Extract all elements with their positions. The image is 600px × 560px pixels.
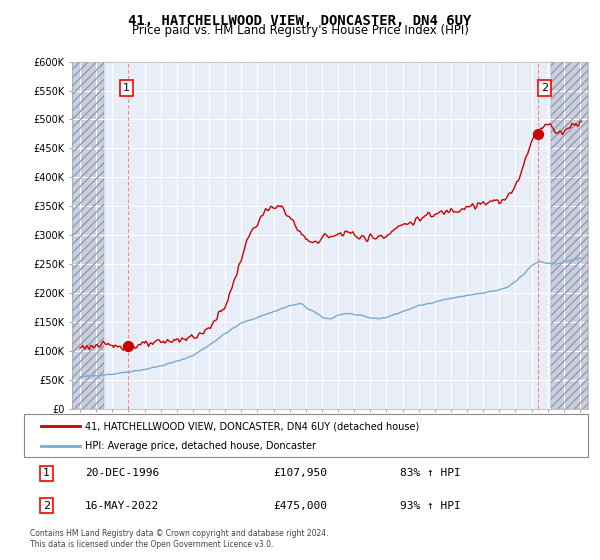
Text: 2: 2: [541, 83, 548, 93]
Text: £475,000: £475,000: [273, 501, 327, 511]
Text: 16-MAY-2022: 16-MAY-2022: [85, 501, 160, 511]
Polygon shape: [72, 62, 104, 409]
Text: 1: 1: [43, 468, 50, 478]
Text: Price paid vs. HM Land Registry's House Price Index (HPI): Price paid vs. HM Land Registry's House …: [131, 24, 469, 37]
Text: 41, HATCHELLWOOD VIEW, DONCASTER, DN4 6UY: 41, HATCHELLWOOD VIEW, DONCASTER, DN4 6U…: [128, 14, 472, 28]
Text: £107,950: £107,950: [273, 468, 327, 478]
Text: Contains HM Land Registry data © Crown copyright and database right 2024.
This d: Contains HM Land Registry data © Crown c…: [30, 529, 329, 549]
Text: 20-DEC-1996: 20-DEC-1996: [85, 468, 160, 478]
Text: 93% ↑ HPI: 93% ↑ HPI: [400, 501, 461, 511]
Point: [533, 129, 542, 138]
Text: 83% ↑ HPI: 83% ↑ HPI: [400, 468, 461, 478]
Point: [123, 342, 133, 351]
Text: HPI: Average price, detached house, Doncaster: HPI: Average price, detached house, Donc…: [85, 441, 316, 451]
Text: 2: 2: [43, 501, 50, 511]
Text: 41, HATCHELLWOOD VIEW, DONCASTER, DN4 6UY (detached house): 41, HATCHELLWOOD VIEW, DONCASTER, DN4 6U…: [85, 421, 419, 431]
Text: 1: 1: [123, 83, 130, 93]
Polygon shape: [551, 62, 588, 409]
FancyBboxPatch shape: [25, 414, 587, 457]
